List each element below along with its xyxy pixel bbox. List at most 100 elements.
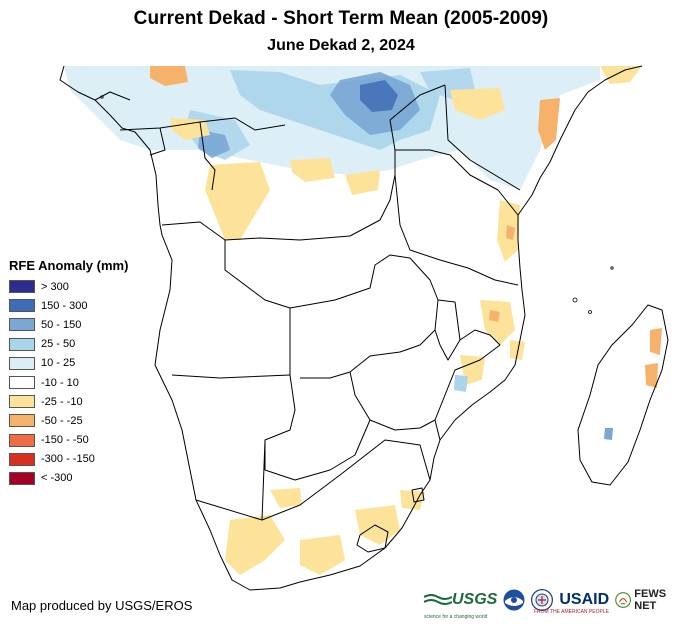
boundary-congo <box>161 119 396 241</box>
boundary-north-coast <box>94 91 131 101</box>
noaa-logo <box>503 589 525 611</box>
boundary-kenya <box>444 84 521 191</box>
dry-anomaly-area-south-1 <box>225 515 285 575</box>
wet-anomaly-area-moz <box>454 375 468 392</box>
dry-anomaly-area-south-3 <box>355 505 400 545</box>
boundary-angola-east <box>224 240 291 375</box>
legend-label: -150 - -50 <box>41 434 89 447</box>
legend-swatch <box>9 395 35 409</box>
legend-swatch <box>9 414 35 428</box>
dry-anomaly-area-congo-2 <box>290 158 335 182</box>
legend-item: -150 - -50 <box>9 431 159 450</box>
legend-item: 25 - 50 <box>9 335 159 354</box>
boundary-east-1 <box>389 84 446 121</box>
boundary-angola-south <box>171 374 291 379</box>
legend-rows: > 300 150 - 300 50 - 150 25 - 50 10 - 25 -10 … <box>9 277 159 488</box>
boundary-north-2 <box>149 127 166 156</box>
dry-anomaly-area-east <box>450 88 505 120</box>
usgs-wave-icon <box>424 594 452 605</box>
legend-label: 25 - 50 <box>41 338 76 351</box>
legend-swatch <box>9 318 35 332</box>
dry-anomaly-area-north-east <box>600 66 642 84</box>
boundary-east-2 <box>395 149 519 216</box>
dry-anomaly-area-south-5 <box>400 490 425 510</box>
dry-anomaly-area-south-2 <box>300 535 345 575</box>
dry-anomaly-area-madagascar-1 <box>650 328 662 355</box>
legend-label: 10 - 25 <box>41 357 76 370</box>
legend: RFE Anomaly (mm) > 300 150 - 300 50 - 150 2… <box>9 258 159 488</box>
dry-anomaly-area-congo <box>205 162 270 240</box>
seal-emblem-icon <box>531 589 554 611</box>
noaa-emblem-icon <box>503 589 525 611</box>
credit-text: Map produced by USGS/EROS <box>11 598 193 613</box>
country-boundaries <box>59 65 643 591</box>
boundary-eswatini <box>411 487 425 503</box>
dry-anomaly-area-congo-3 <box>345 170 380 195</box>
dry-anomaly-area-kenya <box>538 98 560 150</box>
dry-anomaly-area-nw <box>150 66 188 86</box>
usgs-wordmark: USGS <box>452 591 498 608</box>
boundary-zambia <box>289 254 439 379</box>
dhs-logo <box>531 589 554 611</box>
boundary-tanzania <box>394 174 519 286</box>
partner-logos: USGS science for a changing world USAID … <box>424 586 682 620</box>
legend-label: 50 - 150 <box>41 318 82 331</box>
usaid-logo: USAID <box>559 591 609 609</box>
fews-globe-icon <box>615 592 632 608</box>
boundary-mozambique <box>434 329 501 441</box>
wet-anomaly-area-peak <box>360 80 398 112</box>
island-nw <box>100 95 104 99</box>
legend-label: -25 - -10 <box>41 395 83 408</box>
boundary-malawi <box>434 299 461 361</box>
usaid-tagline: FROM THE AMERICAN PEOPLE <box>534 609 609 615</box>
dry-anomaly-area-moz-1 <box>480 300 515 345</box>
dry-anomaly-area-coast-orange <box>506 225 515 240</box>
legend-title: RFE Anomaly (mm) <box>9 258 129 273</box>
legend-swatch <box>9 433 35 447</box>
legend-label: > 300 <box>41 280 69 293</box>
boundary-north-3 <box>199 121 216 191</box>
fews-wordmark: FEWS NET <box>634 588 667 612</box>
dry-anomaly-area-moz-2 <box>489 310 500 322</box>
legend-item: 150 - 300 <box>9 296 159 315</box>
legend-label: -50 - -25 <box>41 414 83 427</box>
legend-swatch <box>9 356 35 370</box>
boundary-zimbabwe <box>349 371 436 431</box>
usgs-tagline: science for a changing world <box>424 614 488 620</box>
boundary-lesotho <box>356 524 389 553</box>
comoros-island <box>572 297 578 303</box>
legend-item: -10 - 10 <box>9 373 159 392</box>
island-north <box>610 266 614 270</box>
legend-swatch <box>9 337 35 351</box>
usgs-logo: USGS science for a changing world <box>424 591 498 620</box>
dry-anomaly-area-south-4 <box>270 488 302 508</box>
legend-label: < -300 <box>41 472 73 485</box>
madagascar-outline <box>577 304 669 486</box>
legend-swatch <box>9 376 35 390</box>
boundary-botswana <box>264 374 371 481</box>
legend-item: -25 - -10 <box>9 392 159 411</box>
boundary-namibia-south <box>261 439 266 521</box>
legend-item: 50 - 150 <box>9 315 159 334</box>
legend-item: > 300 <box>9 277 159 296</box>
legend-swatch <box>9 452 35 466</box>
fews-logo: FEWS NET <box>615 588 676 612</box>
boundary-south-africa <box>195 439 431 521</box>
legend-item: 10 - 25 <box>9 354 159 373</box>
boundary-north-1 <box>119 117 286 131</box>
legend-swatch <box>9 299 35 313</box>
legend-label: -300 - -150 <box>41 453 95 466</box>
legend-swatch <box>9 471 35 485</box>
legend-swatch <box>9 280 35 294</box>
wet-anomaly-area-west-core <box>198 130 230 158</box>
anomaly-fill-layer <box>64 66 662 575</box>
legend-label: 150 - 300 <box>41 299 88 312</box>
map-title: Current Dekad - Short Term Mean (2005-20… <box>133 8 549 29</box>
dry-anomaly-area-madagascar-2 <box>645 363 658 388</box>
legend-item: -50 - -25 <box>9 411 159 430</box>
usaid-wordmark: USAID <box>559 591 610 608</box>
wet-anomaly-area-madagascar <box>604 428 613 440</box>
comoros-island-2 <box>588 310 592 314</box>
legend-item: -300 - -150 <box>9 450 159 469</box>
